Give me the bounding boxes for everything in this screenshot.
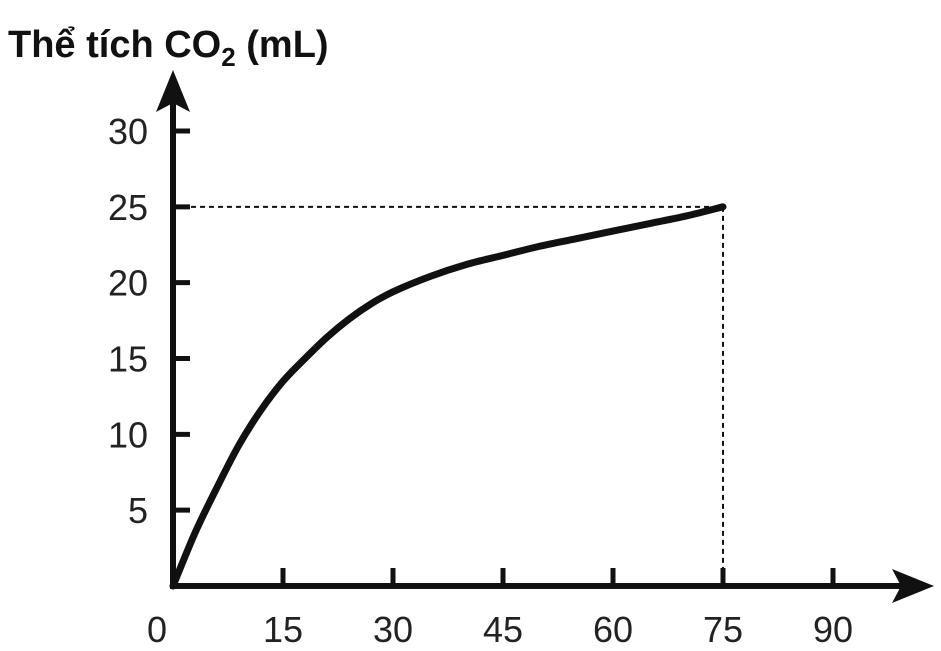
x-tick-label-15: 15 (263, 609, 303, 650)
x-tick-label-60: 60 (593, 609, 633, 650)
guides-layer (173, 205, 724, 586)
y-tick-label-30: 30 (108, 111, 148, 152)
y-axis-title-subscript: 2 (221, 42, 235, 72)
x-tick-label-90: 90 (813, 609, 853, 650)
y-tick-label-25: 25 (108, 187, 148, 228)
y-axis-title: Thể tích CO2 (mL) (8, 24, 329, 72)
ticks-layer: 0 15 30 45 60 75 90 5 10 15 20 25 30 (108, 111, 853, 650)
x-tick-label-30: 30 (373, 609, 413, 650)
series-layer (169, 203, 727, 590)
x-axis-arrowhead (892, 569, 934, 603)
y-tick-label-15: 15 (108, 339, 148, 380)
y-tick-label-10: 10 (108, 414, 148, 455)
y-axis-title-suffix: (mL) (236, 24, 329, 66)
x-tick-label-0: 0 (147, 609, 167, 650)
x-tick-label-45: 45 (483, 609, 523, 650)
y-axis-arrowhead (156, 70, 190, 112)
series-line-0 (169, 203, 727, 590)
x-tick-label-75: 75 (703, 609, 743, 650)
y-axis-title-prefix: Thể tích CO (8, 24, 221, 66)
y-tick-label-20: 20 (108, 263, 148, 304)
y-tick-label-5: 5 (128, 490, 148, 531)
